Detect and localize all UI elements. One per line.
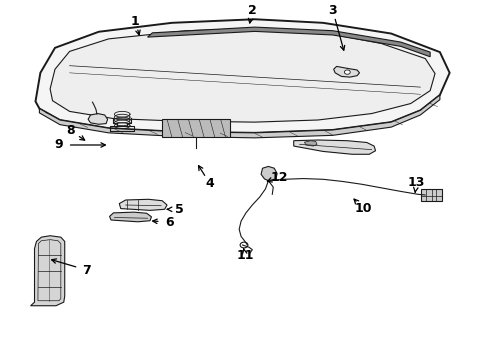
- Text: 5: 5: [175, 203, 184, 216]
- Text: 8: 8: [66, 124, 75, 137]
- Text: 13: 13: [408, 176, 425, 189]
- Polygon shape: [294, 140, 375, 154]
- Text: 6: 6: [165, 216, 174, 229]
- Circle shape: [344, 70, 350, 74]
- Polygon shape: [304, 141, 317, 146]
- Polygon shape: [39, 95, 440, 138]
- Text: 7: 7: [82, 264, 91, 276]
- Polygon shape: [119, 199, 167, 210]
- Polygon shape: [35, 19, 450, 133]
- Polygon shape: [334, 66, 360, 77]
- Text: 10: 10: [354, 202, 371, 215]
- Text: 4: 4: [205, 177, 214, 190]
- Text: 3: 3: [328, 4, 337, 17]
- Text: 1: 1: [131, 14, 140, 27]
- Text: 2: 2: [248, 4, 257, 17]
- Polygon shape: [88, 113, 108, 124]
- Bar: [421, 189, 442, 201]
- Text: 11: 11: [236, 248, 254, 261]
- Polygon shape: [261, 166, 277, 181]
- Text: 9: 9: [54, 139, 63, 152]
- Text: 12: 12: [270, 171, 288, 184]
- Polygon shape: [147, 27, 430, 57]
- Polygon shape: [110, 212, 151, 222]
- Polygon shape: [30, 236, 65, 306]
- Polygon shape: [50, 28, 435, 122]
- Bar: [162, 119, 230, 137]
